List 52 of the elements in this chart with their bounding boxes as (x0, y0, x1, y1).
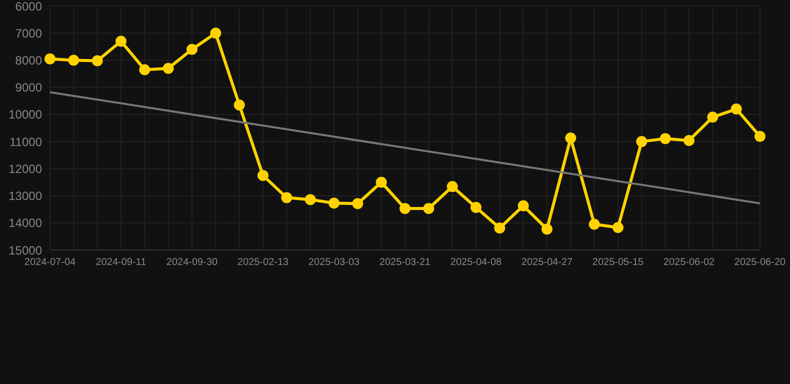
point (684, 134, 694, 146)
point (400, 203, 410, 214)
point (352, 198, 364, 210)
x-tick-label: 2025-03-03 (308, 257, 360, 268)
point (636, 136, 648, 148)
y-tick-label: 10000 (8, 108, 42, 122)
y-tick-label: 7000 (15, 26, 42, 40)
x-tick-label: 2025-05-15 (592, 257, 644, 268)
y-tick-label: 15000 (8, 243, 42, 258)
x-tick-label: 2025-06-02 (663, 257, 716, 268)
point (588, 218, 600, 230)
y-tick-label: 11000 (10, 134, 42, 149)
point (162, 62, 174, 74)
point (139, 64, 150, 76)
x-tick-label: 2025-04-08 (450, 257, 502, 268)
y-tick-label: 14000 (8, 216, 42, 230)
point (186, 44, 198, 55)
point (565, 132, 576, 144)
y-tick-label: 8000 (15, 53, 42, 68)
point (423, 203, 434, 214)
x-tick-label: 2025-03-21 (379, 257, 432, 268)
point (470, 202, 482, 213)
point (376, 176, 387, 188)
point (612, 222, 624, 233)
point (210, 28, 222, 39)
point (328, 198, 340, 209)
point (44, 53, 56, 64)
point (304, 194, 316, 206)
y-tick-label: 12000 (8, 162, 42, 176)
point (494, 222, 506, 234)
point (234, 99, 245, 110)
y-tick-label: 9000 (15, 80, 42, 95)
x-tick-label: 2025-02-13 (237, 257, 290, 268)
point (518, 200, 529, 212)
y-tick-label: 13000 (8, 189, 42, 204)
point (707, 112, 718, 123)
y-tick-label: 6000 (15, 0, 42, 14)
point (258, 170, 268, 181)
point (116, 36, 126, 47)
point (68, 54, 80, 66)
x-tick-label: 2024-09-30 (166, 257, 218, 268)
x-tick-label: 2024-09-11 (96, 257, 147, 268)
point (754, 130, 766, 142)
point (446, 181, 458, 192)
x-tick-label: 2025-04-27 (521, 257, 574, 268)
point (542, 224, 552, 235)
x-tick-label: 2025-06-20 (734, 257, 786, 268)
point (730, 104, 742, 115)
point (281, 192, 292, 204)
point (660, 133, 671, 144)
point (92, 55, 103, 66)
x-tick-label: 2024-07-04 (24, 257, 76, 268)
